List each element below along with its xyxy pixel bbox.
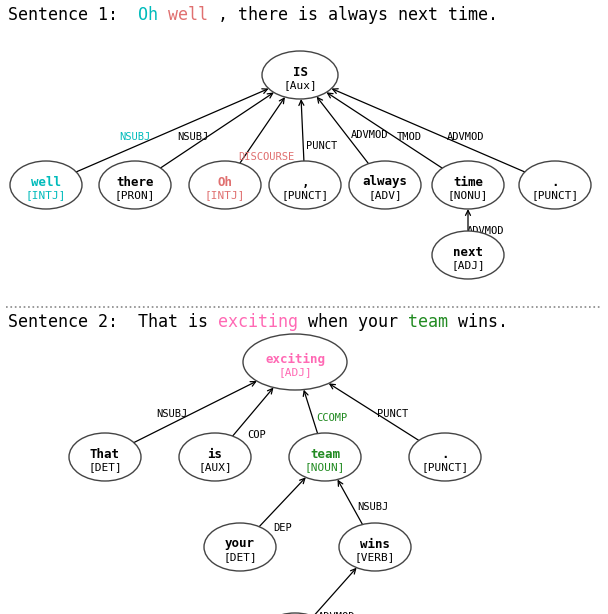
Text: Oh: Oh (138, 6, 158, 24)
Text: Sentence 2:  That is: Sentence 2: That is (8, 313, 218, 331)
Text: [PUNCT]: [PUNCT] (531, 190, 579, 200)
Text: ADVMOD: ADVMOD (318, 612, 355, 614)
Text: TMOD: TMOD (396, 131, 422, 141)
Text: [VERB]: [VERB] (354, 552, 395, 562)
Ellipse shape (349, 161, 421, 209)
Text: always: always (362, 176, 407, 188)
Ellipse shape (189, 161, 261, 209)
Ellipse shape (339, 523, 411, 571)
Ellipse shape (432, 231, 504, 279)
Ellipse shape (259, 613, 331, 614)
Text: [PRON]: [PRON] (115, 190, 155, 200)
Ellipse shape (262, 51, 338, 99)
Text: NSUBJ: NSUBJ (119, 131, 151, 141)
Text: [PUNCT]: [PUNCT] (421, 462, 469, 472)
Text: .: . (551, 176, 559, 188)
Text: Sentence 1:: Sentence 1: (8, 6, 138, 24)
Text: [ADV]: [ADV] (368, 190, 402, 200)
Text: PUNCT: PUNCT (306, 141, 337, 150)
Text: .: . (441, 448, 449, 460)
Text: DISCOURSE: DISCOURSE (238, 152, 294, 161)
Text: PUNCT: PUNCT (377, 409, 408, 419)
Text: ADVMOD: ADVMOD (468, 225, 505, 236)
Ellipse shape (99, 161, 171, 209)
Text: [DET]: [DET] (223, 552, 257, 562)
Ellipse shape (269, 161, 341, 209)
Ellipse shape (179, 433, 251, 481)
Text: when your: when your (298, 313, 408, 331)
Text: next: next (453, 246, 483, 258)
Text: exciting: exciting (265, 352, 325, 365)
Text: [Aux]: [Aux] (283, 80, 317, 90)
Text: IS: IS (292, 66, 308, 79)
Ellipse shape (243, 334, 347, 390)
Text: Oh: Oh (218, 176, 232, 188)
Text: your: your (225, 537, 255, 551)
Text: team: team (408, 313, 448, 331)
Text: wins.: wins. (448, 313, 508, 331)
Text: [DET]: [DET] (88, 462, 122, 472)
Text: , there is always next time.: , there is always next time. (208, 6, 498, 24)
Ellipse shape (409, 433, 481, 481)
Text: exciting: exciting (218, 313, 298, 331)
Text: well: well (168, 6, 208, 24)
Text: wins: wins (360, 537, 390, 551)
Text: NSUBJ: NSUBJ (358, 502, 389, 511)
Text: COP: COP (247, 430, 266, 440)
Text: DEP: DEP (274, 523, 292, 533)
Text: is: is (207, 448, 223, 460)
Text: [AUX]: [AUX] (198, 462, 232, 472)
Text: That: That (90, 448, 120, 460)
Ellipse shape (289, 433, 361, 481)
Text: ADVMOD: ADVMOD (351, 131, 389, 141)
Text: [ADJ]: [ADJ] (451, 260, 485, 270)
Ellipse shape (10, 161, 82, 209)
Text: ADVMOD: ADVMOD (447, 131, 485, 141)
Text: [ADJ]: [ADJ] (278, 367, 312, 377)
Text: [INTJ]: [INTJ] (26, 190, 66, 200)
Text: ,: , (301, 176, 309, 188)
Ellipse shape (69, 433, 141, 481)
Text: [INTJ]: [INTJ] (205, 190, 245, 200)
Text: time: time (453, 176, 483, 188)
Text: CCOMP: CCOMP (316, 413, 347, 423)
Ellipse shape (432, 161, 504, 209)
Text: [NONU]: [NONU] (447, 190, 488, 200)
Text: there: there (116, 176, 154, 188)
Text: team: team (310, 448, 340, 460)
Ellipse shape (519, 161, 591, 209)
Text: well: well (31, 176, 61, 188)
Text: NSUBJ: NSUBJ (156, 409, 187, 419)
Text: NSUBJ: NSUBJ (177, 131, 209, 141)
Text: [PUNCT]: [PUNCT] (282, 190, 329, 200)
Text: [NOUN]: [NOUN] (305, 462, 345, 472)
Ellipse shape (204, 523, 276, 571)
